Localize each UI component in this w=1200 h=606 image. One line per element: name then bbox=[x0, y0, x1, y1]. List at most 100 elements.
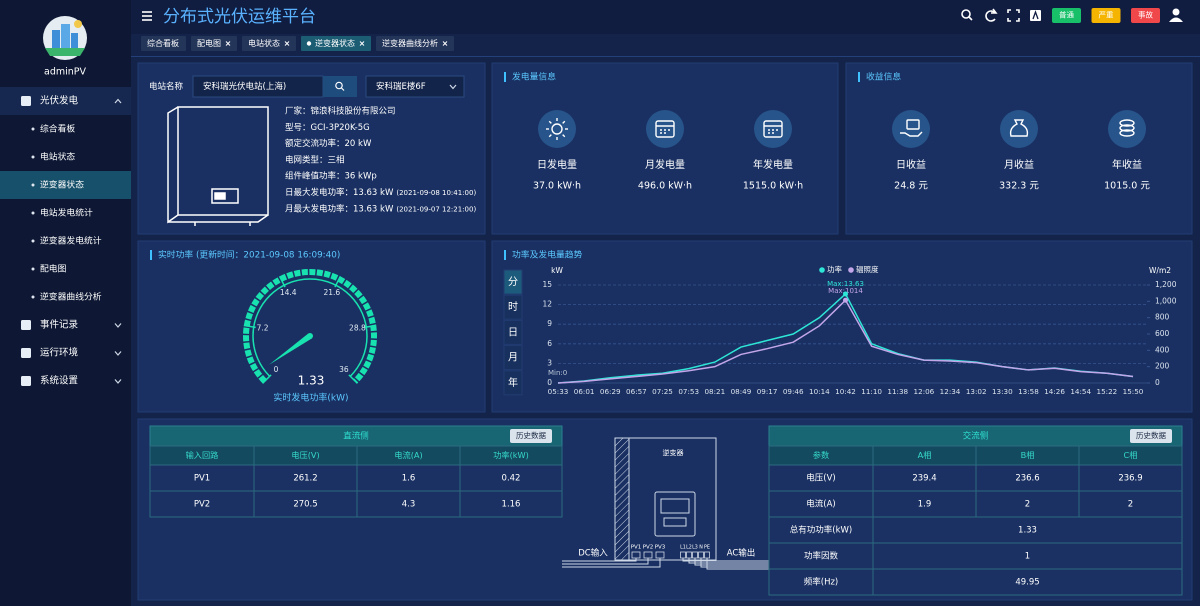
fullscreen-icon[interactable] bbox=[1007, 9, 1020, 22]
history-button-label[interactable]: 历史数据 bbox=[516, 430, 546, 440]
stat-icon-bg bbox=[1108, 110, 1146, 148]
period-label[interactable]: 年 bbox=[508, 376, 518, 389]
gauge-tick bbox=[278, 275, 286, 288]
tab-close[interactable] bbox=[359, 41, 365, 46]
gauge-tick bbox=[348, 374, 358, 384]
tab-label[interactable]: 配电图 bbox=[197, 38, 221, 48]
chevron bbox=[114, 351, 122, 356]
user-name: adminPV bbox=[44, 67, 86, 78]
inverter-drawing bbox=[167, 106, 269, 226]
table-header: 参数 bbox=[813, 450, 829, 460]
period-button[interactable] bbox=[503, 269, 523, 295]
stat-value: 332.3 元 bbox=[999, 181, 1039, 192]
tab-close[interactable] bbox=[442, 41, 448, 46]
tab-label[interactable]: 综合看板 bbox=[147, 38, 179, 48]
alarm-badge[interactable] bbox=[1091, 8, 1121, 23]
ac-port-label: L3 bbox=[692, 545, 698, 551]
menu-item[interactable]: 光伏发电 bbox=[40, 95, 79, 107]
user-icon[interactable] bbox=[1169, 8, 1183, 23]
tab[interactable]: 电站状态 bbox=[242, 36, 296, 51]
translate-icon[interactable] bbox=[1030, 10, 1041, 21]
tab-bg[interactable] bbox=[242, 36, 296, 51]
section-title-bar bbox=[504, 72, 506, 82]
alarm-badge-label[interactable]: 普通 bbox=[1059, 10, 1075, 20]
sun-ray bbox=[562, 134, 566, 138]
y-tick-label: 12 bbox=[542, 300, 552, 309]
x-tick-label: 13:02 bbox=[966, 387, 987, 396]
gauge-tick-label: 28.8 bbox=[349, 323, 366, 332]
menu-item[interactable]: 运行环境 bbox=[40, 347, 79, 359]
y2-tick-label: 600 bbox=[1155, 329, 1170, 338]
chevron bbox=[114, 323, 122, 328]
period-button[interactable] bbox=[503, 345, 523, 371]
submenu-item[interactable]: 综合看板 bbox=[40, 123, 75, 135]
submenu-item[interactable]: 逆变器曲线分析 bbox=[40, 291, 102, 303]
device-name: 安科瑞E楼6F bbox=[376, 81, 426, 92]
tab-bg[interactable] bbox=[376, 36, 454, 51]
x-tick-label: 06:29 bbox=[600, 387, 621, 396]
x-tick-label: 15:50 bbox=[1123, 387, 1144, 396]
tab-active-dot bbox=[306, 41, 312, 46]
menu-dot bbox=[31, 239, 35, 243]
submenu-item[interactable]: 电站发电统计 bbox=[40, 207, 93, 219]
alarm-badge-label[interactable]: 严重 bbox=[1099, 11, 1115, 20]
tab[interactable]: 综合看板 bbox=[141, 36, 186, 51]
submenu-item[interactable]: 逆变器发电统计 bbox=[40, 235, 102, 247]
tab-bg[interactable] bbox=[141, 36, 186, 51]
period-button[interactable] bbox=[503, 370, 523, 396]
station-info: 额定交流功率：20 kW bbox=[285, 138, 372, 149]
x-tick-label: 14:54 bbox=[1070, 387, 1091, 396]
table-cell-text: 电压(V) bbox=[806, 473, 835, 484]
legend-label: 辐照度 bbox=[856, 264, 879, 274]
tab-label[interactable]: 逆变器状态 bbox=[315, 38, 355, 48]
menu-item[interactable]: 系统设置 bbox=[40, 375, 78, 387]
history-button[interactable] bbox=[1130, 429, 1172, 443]
y2-axis-label: W/m2 bbox=[1149, 266, 1171, 275]
period-button[interactable] bbox=[503, 294, 523, 320]
x-tick-label: 10:14 bbox=[809, 387, 830, 396]
history-button[interactable] bbox=[510, 429, 552, 443]
table-header: 电压(V) bbox=[291, 450, 319, 460]
tab-bg[interactable] bbox=[191, 36, 237, 51]
dc-input-label: DC输入 bbox=[578, 548, 608, 559]
period-label[interactable]: 月 bbox=[508, 352, 518, 364]
alarm-badge-label[interactable]: 事故 bbox=[1138, 10, 1154, 20]
section-title: 实时功率 (更新时间：2021-09-08 16:09:40) bbox=[158, 249, 340, 261]
tab-close[interactable] bbox=[225, 41, 231, 46]
dc-port-label: PV2 bbox=[643, 545, 654, 551]
y-tick-label: 9 bbox=[547, 319, 552, 328]
period-button[interactable] bbox=[503, 319, 523, 345]
section-title-bar bbox=[858, 72, 860, 82]
alarm-badge[interactable] bbox=[1131, 8, 1160, 23]
tab[interactable]: 逆变器状态 bbox=[301, 36, 371, 51]
section-title: 收益信息 bbox=[866, 71, 901, 83]
search-button[interactable] bbox=[323, 76, 357, 97]
y2-tick-label: 400 bbox=[1155, 345, 1170, 354]
max-annotation: Max:1014 bbox=[828, 287, 863, 295]
inverter-diagram bbox=[562, 437, 769, 570]
period-label[interactable]: 时 bbox=[508, 301, 518, 313]
tab[interactable]: 逆变器曲线分析 bbox=[376, 36, 454, 51]
stat-icon bbox=[646, 110, 684, 148]
menu-item[interactable]: 事件记录 bbox=[40, 319, 79, 331]
submenu-item[interactable]: 逆变器状态 bbox=[40, 179, 84, 191]
alarm-badge[interactable] bbox=[1052, 8, 1081, 23]
submenu-item[interactable]: 电站状态 bbox=[40, 151, 75, 163]
tab-label[interactable]: 逆变器曲线分析 bbox=[382, 38, 438, 48]
dc-port-label: PV3 bbox=[655, 545, 666, 551]
refresh-icon[interactable] bbox=[985, 8, 998, 22]
gauge-hub bbox=[307, 333, 313, 339]
tab-bg[interactable] bbox=[301, 36, 371, 51]
period-label[interactable]: 分 bbox=[508, 276, 518, 288]
history-button-label[interactable]: 历史数据 bbox=[1136, 430, 1166, 440]
x-tick-label: 06:01 bbox=[574, 387, 595, 396]
tab-close[interactable] bbox=[284, 41, 290, 46]
submenu-item[interactable]: 配电图 bbox=[40, 263, 67, 275]
table-cell-text: 4.3 bbox=[402, 500, 416, 510]
tab[interactable]: 配电图 bbox=[191, 36, 237, 51]
period-label[interactable]: 日 bbox=[508, 327, 518, 338]
search-icon[interactable] bbox=[961, 9, 973, 21]
hamburger-icon[interactable] bbox=[142, 11, 152, 21]
device-select[interactable] bbox=[365, 75, 465, 98]
tab-label[interactable]: 电站状态 bbox=[248, 38, 280, 48]
